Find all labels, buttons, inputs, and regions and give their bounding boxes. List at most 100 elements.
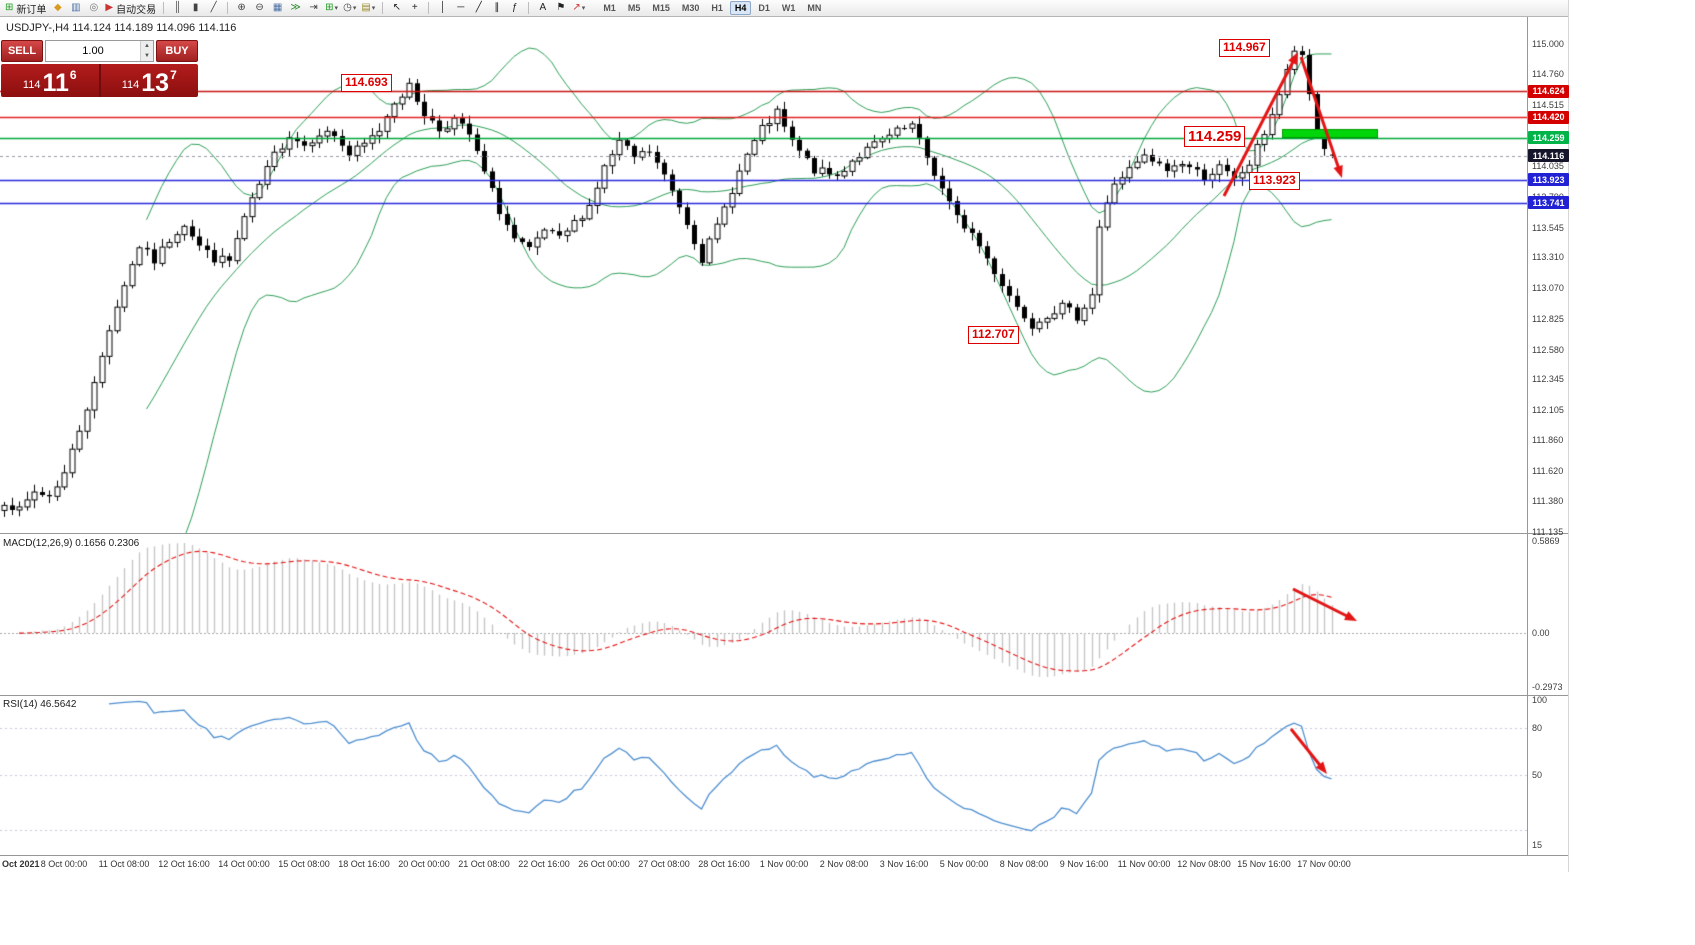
timeframe-m30-button[interactable]: M30 xyxy=(681,3,700,13)
indicators-button[interactable]: ⊞ ▾ xyxy=(323,1,340,16)
price-annotation-114693[interactable]: 114.693 xyxy=(341,74,392,92)
main-chart-canvas[interactable] xyxy=(0,17,1527,533)
timeframe-m1-button[interactable]: M1 xyxy=(603,3,616,13)
indicators-dropdown-icon[interactable]: ▾ xyxy=(334,5,339,12)
equidistant-channel-button[interactable]: ∥ xyxy=(488,1,505,16)
price-annotation-114259[interactable]: 114.259 xyxy=(1184,126,1246,148)
price-tick: 115.000 xyxy=(1532,39,1564,49)
timeframe-h4-button[interactable]: H4 xyxy=(729,1,752,15)
tile-windows-button[interactable]: ▦ xyxy=(269,1,286,16)
navigator-button[interactable]: ◎ xyxy=(85,1,102,16)
timeframe-d1-button[interactable]: D1 xyxy=(758,3,770,13)
zoom-in-icon: ⊕ xyxy=(237,2,246,13)
time-tick: 9 Nov 16:00 xyxy=(1059,859,1109,869)
price-tick: 113.310 xyxy=(1532,252,1564,263)
price-axis[interactable]: 115.000114.760114.515114.270114.035113.7… xyxy=(1528,17,1569,857)
timeframe-m5-button[interactable]: M5 xyxy=(627,3,641,13)
templates-button[interactable]: ▤ ▾ xyxy=(359,1,377,16)
price-badge: 114.259 xyxy=(1528,131,1569,145)
macd-panel-canvas[interactable] xyxy=(0,536,1527,695)
arrows-button[interactable]: ↗ ▾ xyxy=(570,1,587,16)
new-order-label: 新订单 xyxy=(16,4,47,16)
time-tick: 12 Nov 08:00 xyxy=(1177,859,1231,869)
time-axis[interactable]: Oct 2021 8 Oct 00:00 11 Oct 08:00 12 Oct 16… xyxy=(0,857,1527,872)
timeframe-w1-button[interactable]: W1 xyxy=(781,3,796,13)
bar-chart-button[interactable]: ║ xyxy=(169,1,186,16)
volume-field: ▲ ▼ xyxy=(45,40,154,62)
rsi-axis-tick: 80 xyxy=(1532,723,1543,733)
price-tick: 113.545 xyxy=(1532,222,1564,233)
market-watch-button[interactable]: ▥ xyxy=(67,1,84,16)
price-tick: 113.070 xyxy=(1532,282,1564,293)
auto-scroll-button[interactable]: ≫ xyxy=(287,1,304,16)
macd-axis-tick: 0.00 xyxy=(1532,628,1550,638)
text-icon: A xyxy=(539,2,547,13)
time-tick: 17 Nov 00:00 xyxy=(1297,859,1351,869)
time-tick: 12 Oct 16:00 xyxy=(158,859,210,869)
price-badge: 114.420 xyxy=(1528,110,1569,124)
time-tick: 11 Nov 00:00 xyxy=(1117,859,1171,869)
indicators-icon: ⊞ xyxy=(325,2,334,13)
horizontal-line-button[interactable]: ─ xyxy=(452,1,469,16)
price-annotation-112707[interactable]: 112.707 xyxy=(968,326,1019,344)
line-chart-button[interactable]: ╱ xyxy=(205,1,222,16)
price-tick: 114.515 xyxy=(1532,100,1564,111)
volume-down-icon[interactable]: ▼ xyxy=(141,51,153,61)
text-label-button[interactable]: ⚑ xyxy=(552,1,569,16)
vertical-line-button[interactable]: │ xyxy=(434,1,451,16)
rsi-axis-tick: 50 xyxy=(1532,770,1543,780)
price-annotation-113923[interactable]: 113.923 xyxy=(1249,172,1300,190)
new-order-button[interactable]: ⊞ 新订单 xyxy=(3,1,48,16)
chart-shift-button[interactable]: ⇥ xyxy=(305,1,322,16)
bar-chart-icon: ║ xyxy=(174,2,182,13)
periods-button[interactable]: ◷ ▾ xyxy=(341,1,358,16)
crosshair-button[interactable]: + xyxy=(406,1,423,16)
price-annotation-114967[interactable]: 114.967 xyxy=(1219,39,1270,57)
price-badge: 114.116 xyxy=(1528,149,1569,163)
timeframe-m15-button[interactable]: M15 xyxy=(652,3,670,13)
templates-dropdown-icon[interactable]: ▾ xyxy=(371,5,376,12)
price-tick: 111.860 xyxy=(1532,435,1564,446)
panel-separator-rsi[interactable] xyxy=(0,695,1568,696)
periods-dropdown-icon[interactable]: ▾ xyxy=(352,5,357,12)
timeframe-mn-button[interactable]: MN xyxy=(807,3,822,13)
sell-price-big: 11 xyxy=(42,69,69,97)
buy-price-sup: 7 xyxy=(170,68,177,82)
zoom-in-button[interactable]: ⊕ xyxy=(233,1,250,16)
text-button[interactable]: A xyxy=(534,1,551,16)
arrows-icon: ↗ xyxy=(572,2,581,13)
buy-price-big: 13 xyxy=(141,69,170,97)
candlestick-chart-button[interactable]: ▮ xyxy=(187,1,204,16)
time-tick: 15 Oct 08:00 xyxy=(278,859,330,869)
buy-button[interactable]: BUY xyxy=(156,40,198,62)
time-tick: 8 Oct 00:00 xyxy=(40,859,88,869)
auto-trading-label: 自动交易 xyxy=(116,4,157,16)
volume-up-icon[interactable]: ▲ xyxy=(141,41,153,51)
chart-profiles-button[interactable]: ◆ xyxy=(49,1,66,16)
time-tick: 1 Nov 00:00 xyxy=(759,859,809,869)
volume-input[interactable] xyxy=(46,41,140,61)
rsi-panel-canvas[interactable] xyxy=(0,697,1527,855)
price-tick: 112.825 xyxy=(1532,313,1564,324)
crosshair-icon: + xyxy=(411,2,418,13)
time-tick: 5 Nov 00:00 xyxy=(939,859,989,869)
buy-price-display[interactable]: 114 13 7 xyxy=(100,64,198,97)
cursor-button[interactable]: ↖ xyxy=(388,1,405,16)
candlestick-chart-icon: ▮ xyxy=(192,2,199,13)
time-tick: 28 Oct 16:00 xyxy=(698,859,750,869)
macd-axis-tick: -0.2973 xyxy=(1532,682,1563,692)
arrows-dropdown-icon[interactable]: ▾ xyxy=(581,5,586,12)
one-click-trade-panel: SELL ▲ ▼ BUY 114 11 6 114 13 7 xyxy=(1,40,198,97)
toolbar-separator xyxy=(428,2,430,14)
trendline-button[interactable]: ╱ xyxy=(470,1,487,16)
fibonacci-button[interactable]: ƒ xyxy=(506,1,523,16)
sell-button[interactable]: SELL xyxy=(1,40,43,62)
panel-separator-timeaxis xyxy=(0,855,1568,856)
panel-separator-macd[interactable] xyxy=(0,533,1568,534)
timeframe-h1-button[interactable]: H1 xyxy=(711,3,723,13)
chart-title: USDJPY-,H4 114.124 114.189 114.096 114.1… xyxy=(6,22,237,34)
fibonacci-icon: ƒ xyxy=(512,2,518,13)
zoom-out-button[interactable]: ⊖ xyxy=(251,1,268,16)
auto-trading-button[interactable]: ▶ 自动交易 xyxy=(103,1,158,16)
sell-price-display[interactable]: 114 11 6 xyxy=(1,64,101,97)
